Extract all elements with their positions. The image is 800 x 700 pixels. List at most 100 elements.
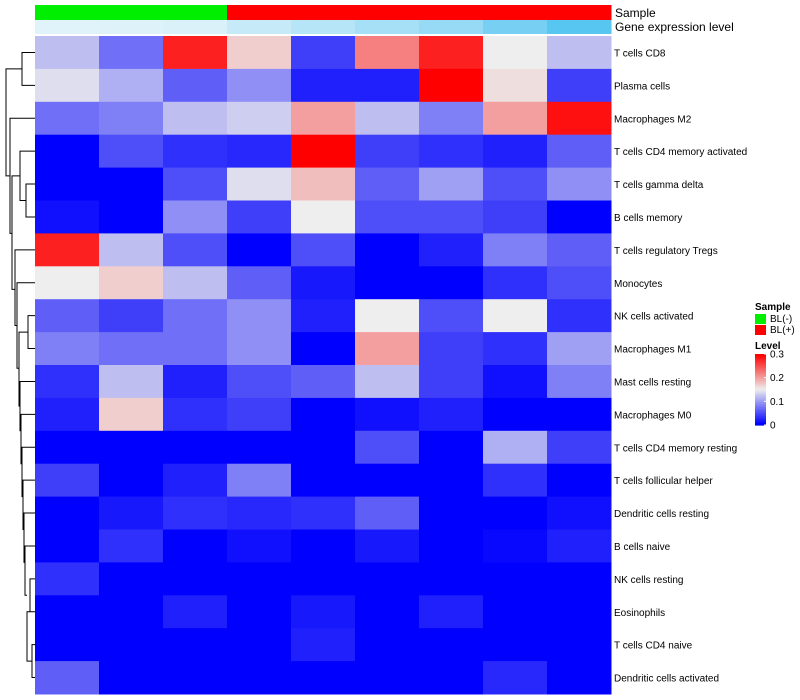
heatmap-cell [355,299,420,333]
heatmap-cell [291,496,356,530]
heatmap-cell [227,365,292,399]
heatmap-cell [355,68,420,103]
heatmap-cell [483,233,548,267]
colorbar-step [755,389,766,392]
heatmap-cell [291,397,356,432]
heatmap-cell [227,463,292,498]
heatmap-cell [35,628,100,662]
heatmap-cell [227,299,292,333]
legend-level-ticks: 0.3 0.2 0.1 0 [764,350,784,432]
dendrogram-branch [29,578,35,613]
heatmap-cell [483,562,548,596]
heatmap-cell [163,167,228,201]
column-annotations [35,5,612,34]
annotation-sample-cell [419,5,484,20]
heatmap-cell [547,595,612,629]
heatmap-cell [355,200,420,234]
heatmap-cell [547,332,612,366]
legend-title-sample: Sample [755,302,791,313]
annotation-sample-cell [227,5,292,20]
heatmap-cell [419,36,484,70]
colorbar-step [755,423,766,426]
heatmap-cell [483,68,548,103]
colorbar-step [755,417,766,421]
heatmap-cell [483,167,548,201]
annotation-sample-cell [35,5,100,20]
heatmap-cell [419,299,484,333]
heatmap-cell [163,496,228,530]
heatmap-cell [35,233,100,267]
heatmap-cell [355,233,420,267]
heatmap-cell [99,36,164,70]
dendrogram-branch [26,611,32,662]
colorbar-step [755,398,766,401]
heatmap-cell [227,233,292,267]
colorbar-step [755,410,766,414]
heatmap-cell [163,661,228,695]
heatmap-cell [227,595,292,629]
heatmap-cell [35,200,100,234]
heatmap-cell [291,595,356,629]
annotation-labels: Sample Gene expression level [615,6,734,34]
heatmap-cell [355,365,420,399]
row-label: T cells gamma delta [614,180,704,191]
legend-level-colorbar [755,354,766,426]
heatmap-cell [99,562,164,596]
legend-swatch-bl-pos [755,325,766,335]
heatmap-cell [483,463,548,498]
colorbar-step [755,416,766,419]
annotation-gene-cell [547,20,612,34]
row-label: Eosinophils [614,608,665,619]
heatmap-cell [547,529,612,563]
heatmap-cell [355,36,420,70]
heatmap-cell [99,365,164,399]
colorbar-step [755,394,766,398]
annotation-gene-cell [355,20,420,34]
colorbar-step [755,409,766,412]
colorbar-step [755,391,766,394]
heatmap-cell [99,628,164,662]
colorbar-step [755,384,766,387]
heatmap-cell [227,68,292,103]
heatmap-cell [483,36,548,70]
heatmap-cell [163,101,228,136]
heatmap-cell [419,101,484,136]
heatmap-cell [35,101,100,136]
colorbar-step [755,396,766,399]
heatmap-cell [483,134,548,169]
row-label: Dendritic cells resting [614,509,709,520]
dendrogram-branch [21,446,35,498]
colorbar-step [755,414,766,417]
annotation-label-gene-expression: Gene expression level [615,20,734,34]
row-label: T cells CD4 naive [614,641,693,652]
heatmap-cell [291,430,356,465]
dendrogram-branch [31,644,35,679]
heatmap-cell [227,266,292,300]
annotation-sample-cell [291,5,356,20]
heatmap-cell [35,529,100,563]
dendrogram-branch [11,175,20,290]
heatmap-cell [291,299,356,333]
heatmap-cell [547,68,612,103]
colorbar-tick-label: 0.3 [770,350,784,361]
heatmap-cell [227,496,292,530]
heatmap-cell [547,101,612,136]
heatmap-cell [227,562,292,596]
heatmap-cell [483,299,548,333]
heatmap-cell [35,134,100,169]
dendrogram-branch [5,68,22,177]
annotation-sample-cell [163,5,228,20]
heatmap-cell [227,529,292,563]
row-label: Macrophages M0 [614,410,692,421]
heatmap-cell [35,68,100,103]
annotation-gene-cell [35,20,100,34]
dendrogram-branch [20,413,35,465]
heatmap-cell [547,496,612,530]
heatmap-cell [99,134,164,169]
heatmap-cell [547,430,612,465]
heatmap-cell [227,628,292,662]
heatmap-cell [291,529,356,563]
heatmap-cell [99,167,164,201]
colorbar-step [755,362,766,366]
heatmap-cell [163,397,228,432]
